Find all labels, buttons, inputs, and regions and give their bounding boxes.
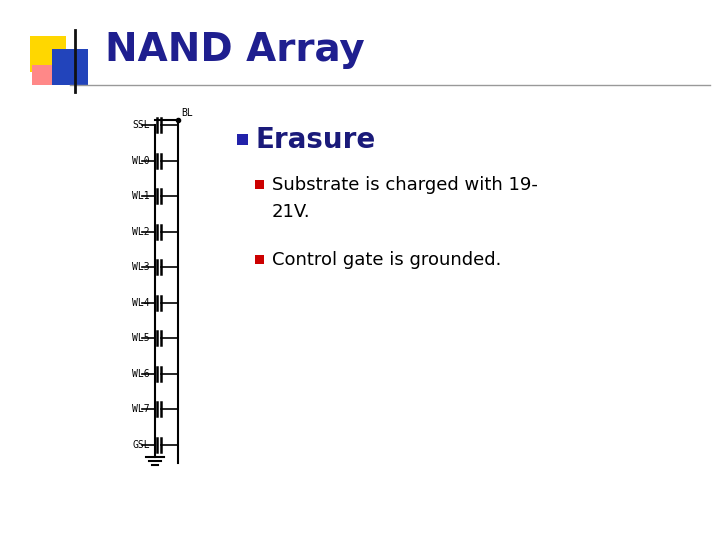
Text: BL: BL — [181, 108, 193, 118]
Text: WL2: WL2 — [132, 227, 150, 237]
Text: 21V.: 21V. — [272, 203, 310, 221]
Bar — [237, 134, 248, 145]
Bar — [255, 180, 264, 189]
Text: WL1: WL1 — [132, 191, 150, 201]
Text: WL4: WL4 — [132, 298, 150, 308]
Text: WL7: WL7 — [132, 404, 150, 414]
Text: Control gate is grounded.: Control gate is grounded. — [272, 251, 501, 269]
Text: GSL: GSL — [132, 440, 150, 450]
Bar — [30, 36, 66, 72]
Text: WL5: WL5 — [132, 333, 150, 343]
Text: WL6: WL6 — [132, 369, 150, 379]
Text: NAND Array: NAND Array — [105, 31, 365, 69]
Text: WL0: WL0 — [132, 156, 150, 166]
Bar — [32, 65, 58, 85]
Bar — [52, 49, 88, 85]
Text: WL3: WL3 — [132, 262, 150, 272]
Text: Erasure: Erasure — [255, 126, 375, 154]
Text: Substrate is charged with 19-: Substrate is charged with 19- — [272, 176, 538, 194]
Text: SSL: SSL — [132, 120, 150, 130]
Bar — [255, 255, 264, 264]
